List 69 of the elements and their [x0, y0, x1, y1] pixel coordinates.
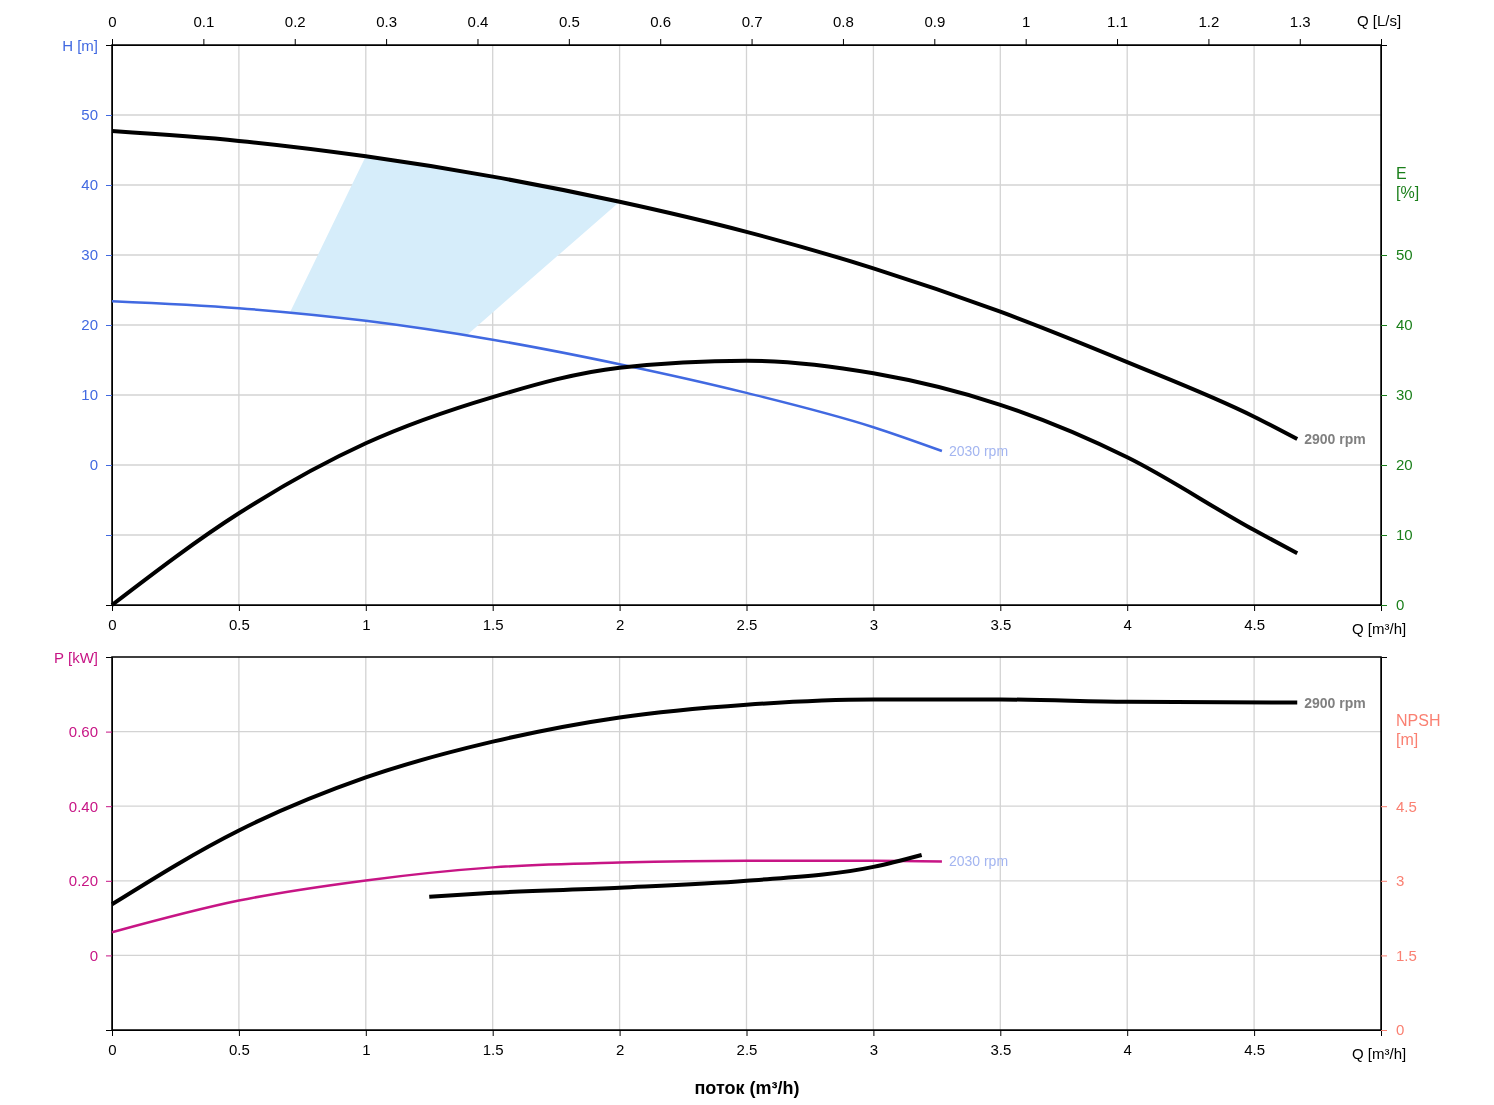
x-tick-label: 2.5	[736, 1040, 758, 1058]
x-tick-label: 1	[362, 615, 371, 633]
x2-tick-label: 0.2	[284, 13, 306, 30]
x-tick-label: 2	[615, 615, 625, 633]
text: поток (m³/h)	[694, 1078, 800, 1098]
x2-tick-label: 0.5	[558, 13, 580, 30]
x-tick-label: 0.5	[228, 615, 250, 633]
x2-tick-label: 0.4	[467, 13, 489, 30]
x-tick-label: 4	[1123, 1040, 1132, 1058]
series-label: 2900 rpm	[1304, 431, 1366, 448]
series-label: 2030 rpm	[948, 443, 1009, 459]
y-axis-title: P [kW]	[54, 649, 98, 666]
x-tick-label: 4	[1123, 615, 1132, 633]
y-tick-label: 0.60	[68, 722, 98, 740]
x2-tick-label: 0.1	[193, 13, 215, 30]
x-tick-label: 4.5	[1244, 1040, 1266, 1058]
x-tick-label: 1.5	[482, 615, 504, 633]
x-tick-label: 0.5	[228, 1040, 250, 1058]
x-tick-label: 2.5	[736, 615, 758, 633]
y2-tick-label: 10	[1396, 526, 1413, 544]
x2-tick-label: 0.8	[833, 13, 854, 30]
x-tick-label: 3	[869, 1040, 879, 1058]
x2-tick-label: 0.7	[741, 13, 763, 30]
y2-tick-label: 0	[1396, 1021, 1405, 1039]
x-tick-label: 0	[108, 1040, 117, 1058]
x-tick-label: 3.5	[990, 615, 1012, 633]
x2-tick-label: 1.1	[1107, 13, 1128, 30]
x-tick-label: 3.5	[990, 1040, 1012, 1058]
x2-tick-label: 1.3	[1289, 13, 1311, 30]
y2-axis-title: NPSH [m]	[1396, 711, 1441, 748]
x-tick-label: 4.5	[1244, 615, 1266, 633]
x-tick-label: 1.5	[482, 1040, 504, 1058]
y-tick-label: 0.20	[68, 872, 98, 890]
y-tick-label: 20	[81, 316, 98, 334]
y2-tick-label: 0	[1396, 596, 1405, 614]
series-label: 2900 rpm	[1304, 694, 1366, 711]
y-tick-label: 40	[81, 176, 98, 194]
x2-tick-label: 0.3	[376, 13, 398, 30]
y-tick-label: 0.40	[68, 797, 98, 815]
y2-tick-label: 40	[1396, 316, 1413, 334]
y2-axis-title: E [%]	[1396, 165, 1420, 201]
x-tick-label: 1	[362, 1040, 371, 1058]
y-tick-label: 0	[89, 456, 98, 474]
x-tick-label: 0	[108, 615, 117, 633]
x-axis-title: Q [m³/h]	[1352, 620, 1407, 637]
x2-tick-label: 0	[108, 13, 117, 30]
y-tick-label: 30	[81, 246, 98, 264]
line-series	[110, 299, 944, 453]
y2-tick-label: 30	[1396, 386, 1413, 404]
y2-tick-label: 20	[1396, 456, 1413, 474]
x2-tick-label: 1	[1022, 13, 1031, 30]
y2-tick-label: 1.5	[1396, 946, 1417, 964]
x-axis-title: Q [m³/h]	[1352, 1045, 1407, 1062]
y-tick-label: 10	[81, 386, 98, 404]
x2-tick-label: 0.6	[650, 13, 672, 30]
y-axis-title: H [m]	[62, 37, 98, 54]
y2-tick-label: 3	[1396, 872, 1405, 890]
x2-axis-title: Q [L/s]	[1357, 12, 1402, 29]
y-tick-label: 50	[81, 106, 98, 124]
y2-tick-label: 4.5	[1396, 797, 1417, 815]
y2-tick-label: 50	[1396, 246, 1413, 264]
x-tick-label: 2	[615, 1040, 625, 1058]
x-tick-label: 3	[869, 615, 879, 633]
y-tick-label: 0	[89, 946, 98, 964]
line-series	[110, 859, 944, 934]
series-label: 2030 rpm	[948, 853, 1009, 870]
x2-tick-label: 0.9	[924, 13, 946, 30]
line-series	[427, 852, 924, 899]
x2-tick-label: 1.2	[1198, 13, 1220, 30]
